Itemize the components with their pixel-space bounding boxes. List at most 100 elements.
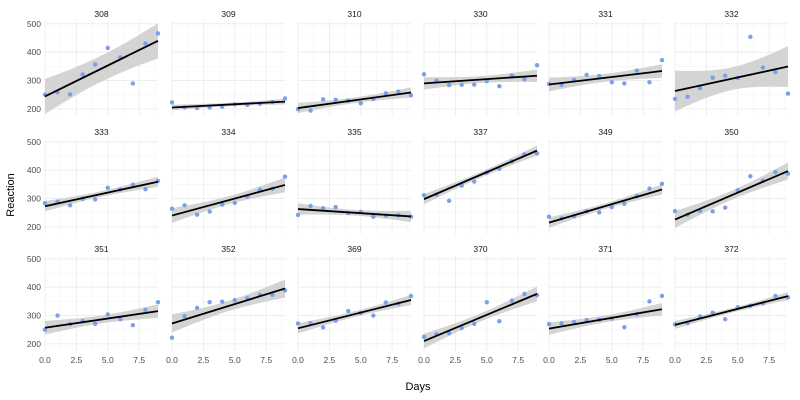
data-point — [785, 171, 791, 176]
panel-grid — [548, 256, 662, 351]
facet-panels: 308 200 300 400 500 309 310 330 331 332 333 200 300 4… — [27, 9, 791, 365]
facet-panel-371: 371 0.0 2.5 5.0 7.5 — [543, 244, 665, 365]
facet-title: 351 — [94, 244, 108, 254]
data-point — [80, 72, 85, 77]
facet-panel-337: 337 — [421, 127, 540, 234]
y-tick-label: 500 — [27, 254, 41, 264]
facet-panel-309: 309 — [169, 9, 288, 116]
panel-grid — [171, 21, 285, 116]
data-point — [130, 81, 136, 86]
fit-line — [171, 100, 286, 109]
data-point — [446, 198, 452, 204]
data-point — [408, 93, 414, 98]
y-tick-label: 300 — [27, 194, 41, 204]
data-point — [320, 97, 326, 102]
data-point — [396, 89, 401, 94]
data-point — [320, 205, 326, 211]
data-point — [308, 108, 313, 113]
data-point — [522, 76, 527, 82]
x-tick-label: 2.5 — [197, 355, 209, 365]
x-tick-label: 5.0 — [229, 355, 241, 365]
panel-grid — [297, 139, 411, 234]
data-point — [169, 100, 175, 105]
x-tick-label: 2.5 — [700, 355, 712, 365]
panel-grid — [423, 21, 537, 116]
x-tick-label: 7.5 — [512, 355, 524, 365]
facet-panel-369: 369 0.0 2.5 5.0 7.5 — [292, 244, 414, 365]
facet-panel-310: 310 — [295, 9, 414, 116]
x-tick-label: 0.0 — [543, 355, 555, 365]
data-point — [597, 73, 602, 79]
data-point — [710, 209, 715, 214]
x-tick-label: 2.5 — [70, 355, 82, 365]
fit-line — [297, 208, 412, 218]
x-axis-title: Days — [405, 381, 431, 393]
data-point — [282, 174, 288, 179]
data-point — [785, 91, 791, 96]
facet-title: 335 — [347, 127, 361, 137]
x-tick-label: 0.0 — [418, 355, 430, 365]
data-point — [207, 300, 212, 305]
data-point — [609, 204, 614, 210]
x-tick-label: 5.0 — [732, 355, 744, 365]
facet-title: 334 — [221, 127, 235, 137]
fit-line — [674, 295, 789, 326]
data-point — [169, 335, 175, 340]
facet-title: 310 — [347, 9, 361, 19]
data-point — [408, 293, 414, 299]
data-point — [220, 202, 225, 207]
facet-panel-370: 370 0.0 2.5 5.0 7.5 — [418, 244, 540, 365]
x-tick-label: 7.5 — [637, 355, 649, 365]
data-point — [522, 291, 527, 297]
x-tick-label: 0.0 — [166, 355, 178, 365]
data-point — [421, 334, 427, 340]
data-point — [459, 325, 464, 331]
facet-title: 309 — [221, 9, 235, 19]
data-point — [497, 319, 502, 324]
facet-panel-331: 331 — [546, 9, 665, 116]
data-point — [622, 81, 627, 86]
data-point — [773, 293, 778, 299]
x-tick-label: 7.5 — [763, 355, 775, 365]
data-point — [130, 322, 136, 328]
data-point — [723, 205, 728, 210]
data-point — [371, 214, 376, 219]
data-point — [773, 169, 778, 175]
data-point — [220, 299, 225, 304]
x-tick-label: 0.0 — [292, 355, 304, 365]
facet-panel-352: 352 0.0 2.5 5.0 7.5 — [166, 244, 288, 365]
facet-title: 349 — [598, 127, 612, 137]
x-tick-label: 5.0 — [102, 355, 114, 365]
facet-panel-335: 335 — [295, 127, 414, 234]
fit-line — [674, 65, 789, 92]
facet-title: 333 — [94, 127, 108, 137]
facet-panel-349: 349 — [546, 127, 665, 234]
data-point — [182, 313, 187, 319]
data-point — [130, 182, 136, 187]
data-point — [685, 94, 690, 99]
fit-line — [297, 299, 412, 330]
fit-line — [44, 310, 159, 329]
x-tick-label: 7.5 — [386, 355, 398, 365]
data-point — [333, 97, 338, 103]
y-tick-label: 200 — [27, 222, 41, 232]
data-point — [748, 34, 753, 40]
data-point — [67, 203, 73, 208]
y-tick-label: 300 — [27, 76, 41, 86]
data-point — [320, 325, 326, 330]
data-point — [723, 317, 728, 322]
facet-title: 332 — [724, 9, 738, 19]
data-point — [710, 75, 715, 80]
facet-panel-332: 332 — [672, 9, 791, 116]
data-point — [295, 321, 301, 326]
data-point — [634, 68, 640, 73]
data-point — [697, 86, 703, 91]
fit-line — [297, 91, 412, 109]
data-point — [584, 72, 589, 78]
data-point — [169, 206, 175, 211]
y-tick-label: 500 — [27, 137, 41, 147]
data-point — [182, 203, 187, 208]
data-point — [472, 321, 477, 326]
data-point — [472, 179, 477, 184]
